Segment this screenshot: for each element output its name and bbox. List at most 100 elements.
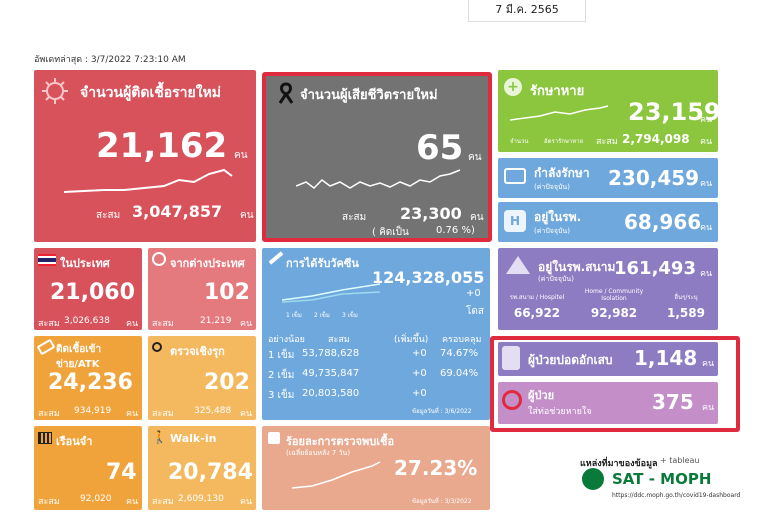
date-tab[interactable]: 7 มี.ค. 2565 (468, 0, 586, 22)
field-col-label: รพ.สนาม / Hospitel (509, 294, 565, 301)
prison-unit: คน (126, 497, 139, 507)
vaccine-row-increase: +0 (412, 368, 427, 379)
hospital-card: H อยู่ในรพ. (ค่าปัจจุบัน) 68,966 คน (498, 202, 718, 242)
hospital-title: อยู่ในรพ. (534, 210, 582, 224)
atk-value: 24,236 (48, 370, 133, 395)
tent-icon (506, 256, 530, 274)
active-search-unit: คน (240, 409, 253, 419)
new-cases-unit: คน (234, 150, 248, 161)
prison-total-label: สะสม (38, 497, 60, 507)
recovered-card: + รักษาหาย 23,159 คน จำนวน อัตรารักษาหาย… (498, 70, 718, 152)
field-col-value: 92,982 (590, 306, 638, 320)
field-hospital-sub: (ค่าปัจจุบัน) (538, 275, 574, 283)
walking-person-icon: 🚶 (152, 430, 167, 444)
pneumonia-title: ผู้ป่วยปอดอักเสบ (528, 353, 613, 367)
hospital-icon: H (504, 210, 526, 232)
active-search-value: 202 (204, 370, 250, 395)
active-search-total: 325,488 (194, 406, 232, 416)
new-cases-title: จำนวนผู้ติดเชื้อรายใหม่ (80, 85, 222, 101)
treating-unit: คน (700, 179, 713, 189)
pneumonia-unit: คน (702, 359, 715, 369)
prison-card: เรือนจำ 74 สะสม 92,020 คน (34, 426, 142, 510)
vaccine-header-coverage: ครอบคลุม (442, 335, 482, 345)
bed-icon (504, 168, 526, 184)
deaths-value: 65 (416, 128, 464, 168)
domestic-total: 3,026,638 (64, 316, 110, 326)
globe-icon (152, 252, 166, 266)
pneumonia-card: ผู้ป่วยปอดอักเสบ 1,148 คน (498, 342, 718, 376)
recovered-total-label: สะสม (596, 137, 618, 147)
domestic-card: ในประเทศ 21,060 สะสม 3,026,638 คน (34, 248, 142, 330)
vaccine-note: ข้อมูลวันที่ : 3/6/2022 (412, 408, 472, 415)
new-cases-total: 3,047,857 (132, 202, 223, 221)
brand-name: SAT - MOPH (612, 470, 712, 488)
field-col-label: Home / Community Isolation (584, 288, 644, 302)
vaccine-trend (282, 283, 381, 303)
abroad-value: 102 (204, 280, 250, 305)
pneumonia-value: 1,148 (634, 346, 698, 370)
abroad-title: จากต่างประเทศ (170, 257, 245, 270)
new-cases-total-unit: คน (240, 210, 254, 221)
walkin-unit: คน (240, 497, 253, 507)
vaccine-header-total: สะสม (328, 335, 350, 345)
magnifier-icon (152, 342, 162, 352)
moph-logo-icon (582, 468, 604, 490)
vaccine-legend-2: 2 เข็ม (314, 312, 330, 319)
hospital-unit: คน (700, 223, 713, 233)
source-link[interactable]: https://ddc.moph.go.th/covid19-dashboard (612, 492, 741, 499)
recovered-value: 23,159 (628, 98, 718, 126)
walkin-total-label: สะสม (152, 497, 174, 507)
vaccine-row-total: 53,788,628 (302, 348, 360, 359)
vaccine-row-dose: 1 เข็ม (268, 350, 295, 361)
positivity-note: ข้อมูลวันที่ : 3/3/2022 (412, 498, 472, 505)
domestic-total-label: สะสม (38, 319, 60, 329)
walkin-total: 2,609,130 (178, 494, 224, 504)
field-col-value: 66,922 (513, 306, 561, 320)
vaccine-header-min: อย่างน้อย (268, 335, 305, 345)
ventilator-card: ผู้ป่วย ใส่ท่อช่วยหายใจ 375 คน (498, 382, 718, 424)
ventilator-title-line2: ใส่ท่อช่วยหายใจ (528, 407, 592, 417)
syringe-icon (268, 251, 284, 265)
field-hospital-unit: คน (700, 269, 713, 279)
thailand-flag-icon (38, 254, 56, 266)
deaths-percent-label: ( คิดเป็น (372, 227, 409, 238)
walkin-title: Walk-in (170, 432, 217, 445)
deaths-trend (296, 169, 461, 189)
source-label: แหล่งที่มาของข้อมูล (580, 459, 658, 469)
deaths-unit: คน (468, 152, 482, 163)
recovered-trend (510, 105, 609, 121)
recovered-title: รักษาหาย (530, 84, 585, 99)
positivity-title: ร้อยละการตรวจพบเชื้อ (286, 435, 395, 448)
lab-test-icon (268, 432, 280, 444)
virus-icon (42, 78, 68, 104)
domestic-title: ในประเทศ (60, 257, 110, 270)
positivity-value: 27.23% (394, 456, 478, 480)
prison-value: 74 (106, 460, 137, 485)
vaccine-legend-3: 3 เข็ม (342, 312, 358, 319)
vaccine-unit: โดส (466, 306, 484, 317)
deaths-percent: 0.76 %) (436, 225, 475, 236)
field-col-label: อื่นๆ/ระบุ (674, 294, 698, 301)
positivity-trend (292, 461, 381, 489)
vaccine-legend-1: 1 เข็ม (286, 312, 302, 319)
recovered-unit: คน (700, 115, 713, 125)
active-search-title: ตรวจเชิงรุก (170, 345, 225, 358)
vaccine-value: 124,328,055 (372, 268, 485, 287)
vaccine-row-increase: +0 (412, 388, 427, 399)
treating-value: 230,459 (608, 166, 700, 190)
domestic-unit: คน (126, 319, 139, 329)
treating-title: กำลังรักษา (534, 166, 590, 180)
abroad-total: 21,219 (200, 316, 232, 326)
deaths-card: จำนวนผู้เสียชีวิตรายใหม่ 65 คน สะสม 23,3… (262, 72, 492, 242)
atk-title: ติดเชื้อเข้าข่าย/ATK (56, 344, 102, 370)
atk-unit: คน (126, 409, 139, 419)
vaccine-header-increase: (เพิ่มขึ้น) (394, 335, 429, 345)
deaths-title: จำนวนผู้เสียชีวิตรายใหม่ (300, 88, 438, 103)
field-hospital-value: 161,493 (614, 258, 696, 279)
vaccine-row-increase: +0 (412, 348, 427, 359)
treating-card: กำลังรักษา (ค่าปัจจุบัน) 230,459 คน (498, 158, 718, 198)
tableau-logo: + tableau (660, 456, 700, 465)
walkin-value: 20,784 (168, 460, 253, 485)
positivity-card: ร้อยละการตรวจพบเชื้อ (เฉลี่ยย้อนหลัง 7 ว… (262, 426, 490, 510)
vaccine-row-total: 20,803,580 (302, 388, 360, 399)
